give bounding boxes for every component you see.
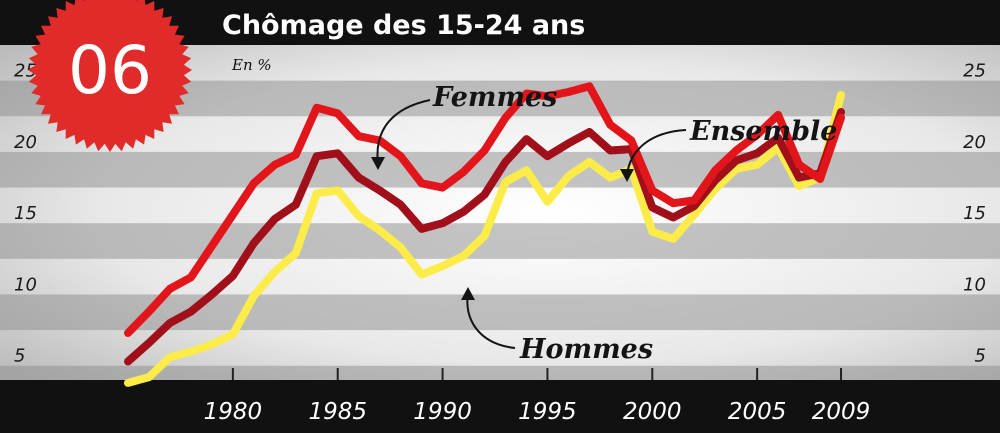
y-tick-label: 10 <box>14 274 37 295</box>
grid-band <box>0 223 1000 259</box>
x-axis: 1980 1985 1990 1995 2000 2005 2009 <box>204 368 871 425</box>
y-axis-right: 25 20 15 10 5 <box>963 61 986 367</box>
y-tick-label: 25 <box>14 61 37 82</box>
series-line-femmes <box>124 82 845 337</box>
x-tick-label: 2005 <box>728 399 787 425</box>
badge-seal <box>28 0 192 152</box>
grid-bands <box>0 80 1000 402</box>
arrow-femmes <box>376 99 431 165</box>
y-tick-label: 5 <box>975 346 986 367</box>
axis-bar <box>0 380 1000 433</box>
x-tick-label: 2009 <box>812 399 871 425</box>
arrow-hommes <box>466 293 516 349</box>
x-tick-label: 1990 <box>413 399 472 425</box>
x-tick-label: 1995 <box>518 399 577 425</box>
series-line-ensemble <box>124 108 845 366</box>
y-axis-unit: En % <box>231 56 272 74</box>
series-lines <box>124 82 845 387</box>
y-tick-label: 20 <box>963 132 986 153</box>
series-line-hommes <box>124 90 845 387</box>
y-tick-label: 15 <box>963 203 986 224</box>
y-tick-label: 10 <box>963 274 986 295</box>
y-tick-label: 25 <box>963 61 986 82</box>
badge-number: 06 <box>68 32 152 109</box>
y-axis-left: 25 20 15 10 5 <box>14 61 37 367</box>
arrow-head-hommes <box>461 287 475 300</box>
arrow-ensemble <box>626 129 687 176</box>
series-label-ensemble: Ensemble <box>689 116 837 147</box>
y-tick-label: 5 <box>14 346 25 367</box>
number-badge: 06 <box>28 0 192 152</box>
x-tick-label: 1980 <box>204 399 263 425</box>
series-label-hommes: Hommes <box>519 334 653 365</box>
y-tick-label: 15 <box>14 203 37 224</box>
arrow-head-femmes <box>371 157 385 170</box>
y-tick-label: 20 <box>14 132 37 153</box>
x-tick-label: 1985 <box>308 399 367 425</box>
chart-title: Chômage des 15-24 ans <box>222 10 585 41</box>
series-label-femmes: Femmes <box>432 82 557 113</box>
x-tick-label: 2000 <box>623 399 682 425</box>
arrow-head-ensemble <box>620 169 634 182</box>
